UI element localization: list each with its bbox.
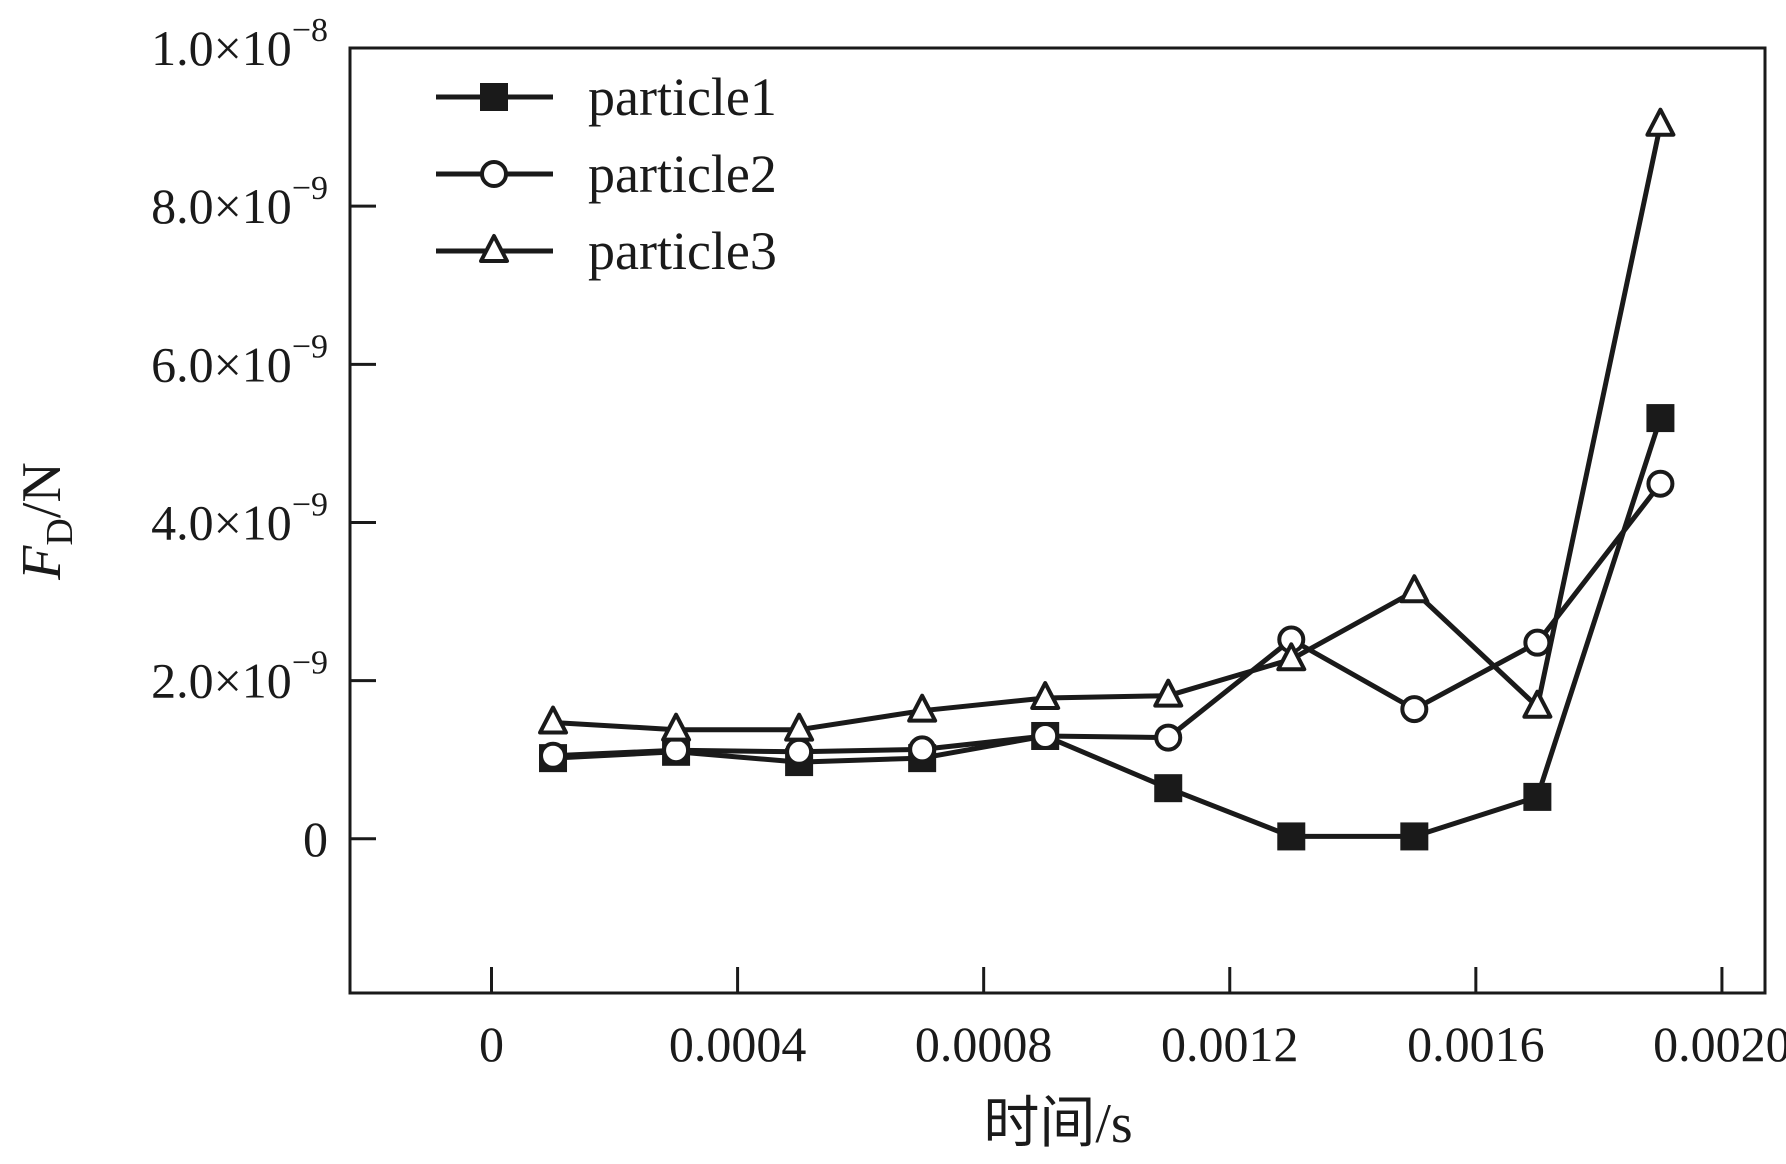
x-tick-label: 0.0008 bbox=[915, 1016, 1053, 1072]
data-point-particle2 bbox=[662, 736, 691, 765]
series-layer bbox=[538, 107, 1676, 851]
series-particle3 bbox=[538, 107, 1676, 742]
data-point-particle3 bbox=[1522, 689, 1553, 719]
x-tick-label: 0 bbox=[479, 1016, 504, 1072]
plot-frame bbox=[348, 46, 1767, 995]
x-tick-label: 0.0020 bbox=[1653, 1016, 1786, 1072]
series-line-particle3 bbox=[552, 124, 1663, 733]
data-point-particle3 bbox=[907, 693, 938, 723]
data-point-particle3 bbox=[1399, 574, 1430, 604]
legend-marker bbox=[480, 160, 508, 188]
data-point-particle3 bbox=[661, 712, 692, 742]
y-tick-label: 2.0×10−9 bbox=[151, 645, 328, 709]
data-point-particle1 bbox=[1277, 822, 1306, 851]
data-point-particle3 bbox=[1276, 642, 1307, 672]
data-point-particle3 bbox=[784, 712, 815, 742]
data-point-particle1 bbox=[1523, 782, 1552, 811]
y-axis-title-unit: /N bbox=[11, 462, 73, 518]
data-point-particle1 bbox=[1154, 774, 1183, 803]
legend-item-particle1: particle1 bbox=[436, 67, 777, 127]
data-point-particle2 bbox=[1523, 628, 1552, 657]
legend: particle1 particle2 particle3 bbox=[436, 67, 777, 281]
x-tick-label: 0.0012 bbox=[1161, 1016, 1299, 1072]
y-axis-title-main: F bbox=[11, 545, 73, 581]
y-tick-label: 1.0×10−8 bbox=[151, 12, 328, 76]
legend-marker bbox=[479, 234, 509, 263]
series-particle2 bbox=[539, 469, 1675, 770]
data-point-particle2 bbox=[1400, 695, 1429, 724]
data-point-particle1 bbox=[1646, 404, 1675, 433]
y-axis-title: FD/N bbox=[11, 462, 81, 581]
series-line-particle1 bbox=[552, 417, 1663, 839]
data-point-particle3 bbox=[538, 705, 569, 735]
data-point-particle2 bbox=[785, 737, 814, 766]
data-point-particle2 bbox=[539, 741, 568, 770]
y-tick-label: 0 bbox=[303, 811, 328, 867]
legend-label: particle1 bbox=[588, 67, 777, 127]
data-point-particle3 bbox=[1645, 107, 1676, 137]
data-point-particle3 bbox=[1153, 678, 1184, 708]
x-tick-label: 0.0004 bbox=[669, 1016, 807, 1072]
data-point-particle1 bbox=[1400, 822, 1429, 851]
y-axis-ticks: 0 2.0×10−9 4.0×10−9 6.0×10−9 8.0×10−9 1.0×10−… bbox=[151, 12, 376, 867]
series-line-particle2 bbox=[552, 482, 1663, 759]
legend-marker bbox=[480, 83, 508, 111]
data-point-particle2 bbox=[1031, 721, 1060, 750]
legend-label: particle2 bbox=[588, 144, 777, 204]
x-tick-label: 0.0016 bbox=[1407, 1016, 1545, 1072]
y-tick-label: 4.0×10−9 bbox=[151, 486, 328, 550]
data-point-particle2 bbox=[1646, 469, 1675, 498]
x-axis-ticks: 0 0.0004 0.0008 0.0012 0.0016 0.0020 bbox=[479, 967, 1786, 1072]
y-tick-label: 6.0×10−9 bbox=[151, 328, 328, 392]
data-point-particle3 bbox=[1030, 681, 1061, 711]
y-tick-label: 8.0×10−9 bbox=[151, 170, 328, 234]
data-point-particle2 bbox=[1154, 723, 1183, 752]
legend-item-particle2: particle2 bbox=[436, 144, 777, 204]
data-point-particle2 bbox=[908, 735, 937, 764]
x-axis-title: 时间/s bbox=[983, 1093, 1132, 1155]
legend-item-particle3: particle3 bbox=[436, 221, 777, 281]
y-axis-title-subscript: D bbox=[39, 518, 81, 545]
legend-label: particle3 bbox=[588, 221, 777, 281]
series-particle1 bbox=[539, 404, 1675, 851]
